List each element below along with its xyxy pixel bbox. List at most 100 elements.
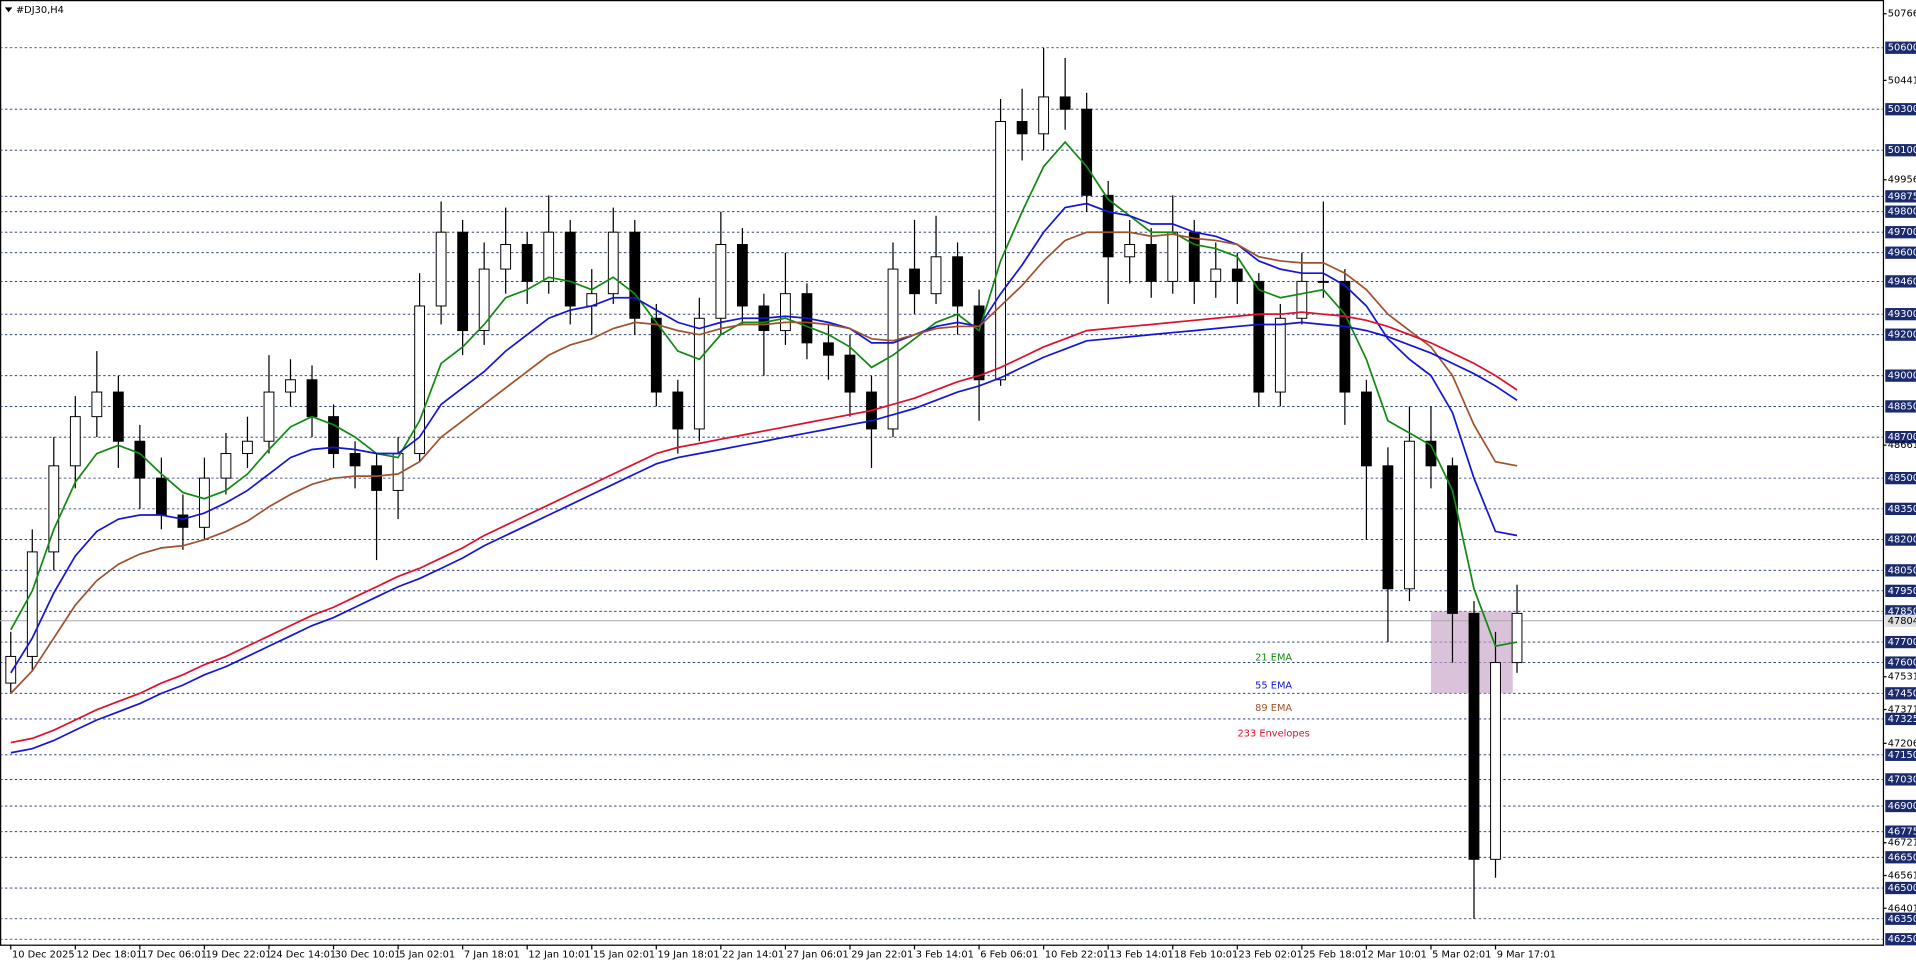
candle-body (844, 354, 856, 393)
x-tick-label: 19 Dec 22:01 (206, 949, 272, 960)
x-tick-label: 3 Feb 14:01 (916, 949, 974, 960)
x-tick-label: 6 Feb 06:01 (980, 949, 1038, 960)
level-label: 47030 (1888, 774, 1916, 785)
legend-label: 55 EMA (1255, 681, 1292, 692)
x-tick-label: 5 Jan 02:01 (399, 949, 455, 960)
x-tick-label: 7 Jan 18:01 (464, 949, 520, 960)
level-label-box (1885, 400, 1916, 413)
level-label-box (1885, 308, 1916, 321)
y-tick-label: 47206 (1888, 738, 1916, 749)
level-label: 48850 (1888, 401, 1916, 412)
y-tick-label: 48661 (1888, 440, 1916, 451)
level-label: 50100 (1888, 145, 1916, 156)
candle-body (1102, 194, 1114, 258)
y-tick-label: 46561 (1888, 871, 1916, 882)
x-tick-label: 2 Mar 10:01 (1368, 949, 1427, 960)
candle-body (328, 416, 339, 455)
candle-body (371, 465, 382, 491)
level-label-box (1885, 799, 1916, 813)
candle-body (1145, 244, 1157, 282)
candle-body (1231, 268, 1243, 282)
candle-body (1038, 96, 1050, 135)
candle-body (500, 244, 512, 270)
level-label-box (1885, 502, 1916, 516)
level-label: 50600 (1888, 43, 1916, 54)
candle-body (478, 268, 490, 332)
level-label: 49800 (1888, 207, 1916, 218)
chart-title: #DJ30,H4 (16, 5, 64, 16)
candle-body (1425, 440, 1437, 467)
candle-body (48, 465, 60, 553)
level-label-box (1885, 41, 1916, 54)
candle-body (1124, 244, 1136, 258)
x-tick-label: 5 Mar 02:01 (1432, 949, 1491, 960)
level-label: 50300 (1888, 104, 1916, 115)
level-label-box (1885, 471, 1916, 485)
x-tick-label: 27 Jan 06:01 (787, 949, 849, 960)
legend-label: 21 EMA (1255, 653, 1292, 664)
candle-body (242, 440, 253, 455)
candle-body (1382, 465, 1394, 590)
candle-body (220, 453, 232, 479)
current-price-box (1885, 614, 1916, 627)
candle-body (521, 244, 533, 282)
candle-body (134, 440, 146, 479)
candle-body (1468, 612, 1480, 860)
level-label: 48200 (1888, 535, 1916, 546)
y-tick-label: 47371 (1888, 705, 1916, 716)
candle-body (909, 268, 920, 295)
level-label-box (1885, 881, 1916, 895)
indicator-line (10, 321, 1518, 754)
candle-body (693, 317, 705, 430)
y-tick-label: 47531 (1888, 672, 1916, 683)
candle-body (306, 379, 318, 418)
level-label: 48500 (1888, 473, 1916, 484)
level-label-box (1885, 687, 1916, 700)
candle-body (349, 453, 361, 467)
level-label-box (1885, 584, 1916, 597)
level-label-box (1885, 825, 1916, 838)
candle-body (930, 256, 942, 295)
candle-body (1016, 121, 1028, 135)
level-label: 49200 (1888, 330, 1916, 341)
x-tick-label: 10 Feb 22:01 (1045, 949, 1109, 960)
level-label-box (1885, 933, 1916, 946)
level-label-box (1885, 656, 1916, 669)
candle-body (1447, 465, 1458, 614)
level-label: 48700 (1888, 432, 1916, 443)
candle-body (672, 391, 684, 430)
level-label-box (1885, 246, 1916, 259)
candle-body (5, 655, 17, 684)
level-label: 47850 (1888, 606, 1916, 617)
current-price-label: 47804 (1888, 616, 1916, 627)
candle-body (887, 268, 899, 430)
level-label-box (1885, 226, 1916, 239)
indicator-line (10, 202, 1518, 674)
candle-body (780, 293, 791, 332)
candle-body (177, 514, 189, 528)
level-label-box (1885, 275, 1916, 288)
candle-body (1081, 108, 1093, 196)
level-label-box (1885, 533, 1916, 546)
level-label-box (1885, 748, 1916, 761)
level-label-box (1885, 369, 1916, 382)
legend-label: 233 Envelopes (1238, 729, 1310, 740)
y-tick-label: 46721 (1888, 838, 1916, 849)
candle-body (1210, 268, 1222, 282)
candle-body (1317, 280, 1329, 283)
level-label: 49000 (1888, 371, 1916, 382)
menu-arrow[interactable] (4, 7, 13, 13)
candle-body (1188, 231, 1200, 282)
x-tick-label: 19 Jan 18:01 (658, 949, 720, 960)
level-label: 46500 (1888, 883, 1916, 894)
indicator-line (10, 140, 1518, 648)
candle-body (564, 231, 576, 307)
x-tick-label: 18 Feb 10:01 (1174, 949, 1238, 960)
candle-body (1511, 612, 1523, 664)
level-label-box (1885, 773, 1916, 786)
y-tick-label: 50766 (1888, 9, 1916, 20)
candle-body (1059, 96, 1071, 110)
level-label: 46650 (1888, 852, 1916, 863)
level-label-box (1885, 851, 1916, 864)
candle-body (952, 256, 963, 307)
